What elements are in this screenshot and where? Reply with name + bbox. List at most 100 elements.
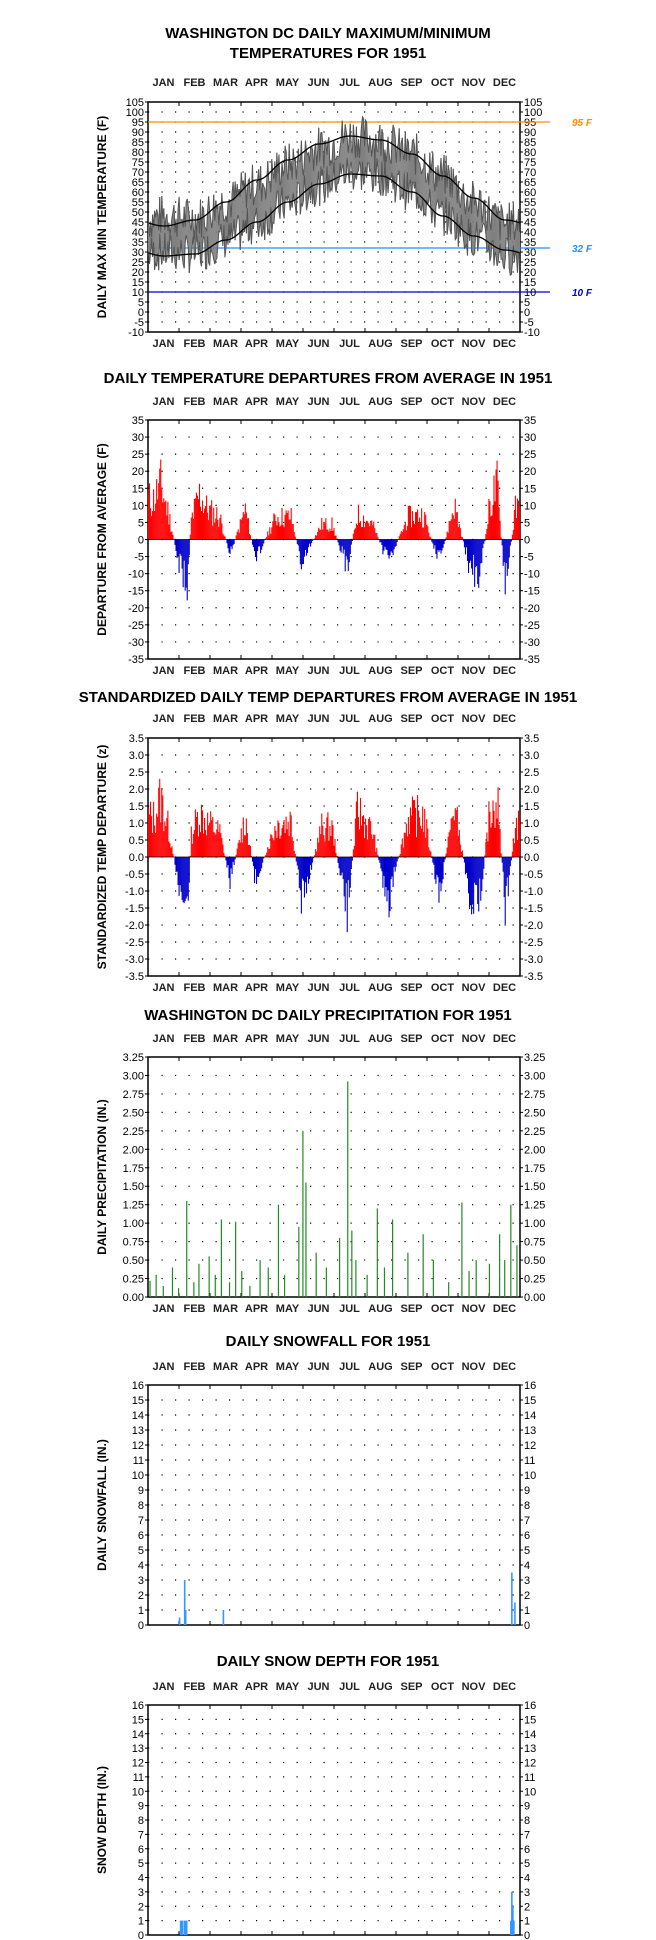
- y-tick-label-right: 2.00: [524, 1144, 545, 1156]
- month-label-bottom: JUN: [307, 665, 329, 677]
- y-tick-label-left: -35: [128, 654, 144, 666]
- month-label-bottom: SEP: [400, 665, 422, 677]
- y-tick-label-left: 0: [138, 1930, 144, 1940]
- y-tick-label-left: 20: [132, 466, 144, 478]
- y-tick-label-left: 90: [132, 127, 144, 139]
- y-tick-label-right: 90: [524, 127, 536, 139]
- y-tick-label-right: 6: [524, 1530, 530, 1542]
- plot-frame: [147, 1704, 521, 1936]
- month-label-bottom: SEP: [400, 338, 422, 350]
- y-tick-label-left: 70: [132, 167, 144, 179]
- y-tick-label-left: 15: [132, 277, 144, 289]
- y-tick-label-left: 4: [138, 1873, 144, 1885]
- month-label-top: AUG: [368, 1033, 392, 1045]
- month-label-top: MAY: [276, 1681, 300, 1693]
- y-tick-label-left: 55: [132, 197, 144, 209]
- month-label-bottom: NOV: [462, 665, 487, 677]
- y-tick-label-right: 45: [524, 217, 536, 229]
- y-tick-label-left: 45: [132, 217, 144, 229]
- month-label-top: FEB: [184, 713, 206, 725]
- month-label-top: JUL: [339, 713, 360, 725]
- month-label-top: NOV: [462, 77, 487, 89]
- y-tick-label-left: 3.25: [123, 1052, 144, 1064]
- y-tick-label-right: 30: [524, 432, 536, 444]
- month-label-top: FEB: [184, 396, 206, 408]
- y-tick-label-right: 3.00: [524, 1070, 545, 1082]
- y-tick-label-right: 2: [524, 1590, 530, 1602]
- y-tick-label-left: 6: [138, 1844, 144, 1856]
- month-label-top: MAR: [213, 1033, 238, 1045]
- reference-line-label: 95 F: [572, 118, 593, 129]
- y-tick-label-left: 2.0: [129, 784, 144, 796]
- month-label-top: DEC: [493, 713, 516, 725]
- y-tick-label-right: -5: [524, 317, 534, 329]
- y-tick-label-left: 100: [126, 107, 144, 119]
- y-tick-label-right: 0.75: [524, 1237, 545, 1249]
- month-label-top: DEC: [493, 396, 516, 408]
- y-tick-label-left: 3: [138, 1887, 144, 1899]
- month-label-top: SEP: [400, 1033, 422, 1045]
- month-label-bottom: FEB: [184, 982, 206, 994]
- y-tick-label-right: 0: [524, 535, 530, 547]
- y-tick-label-left: -20: [128, 603, 144, 615]
- month-label-top: NOV: [462, 396, 487, 408]
- y-tick-label-right: 65: [524, 177, 536, 189]
- y-tick-label-right: 1.50: [524, 1181, 545, 1193]
- month-label-top: OCT: [431, 77, 455, 89]
- y-tick-label-left: 35: [132, 237, 144, 249]
- y-tick-label-right: 0.00: [524, 1292, 545, 1304]
- month-label-bottom: APR: [245, 1303, 268, 1315]
- month-label-top: APR: [245, 1361, 268, 1373]
- y-tick-label-left: -25: [128, 620, 144, 632]
- y-tick-label-right: -1.0: [524, 886, 543, 898]
- y-tick-label-left: 2.00: [123, 1144, 144, 1156]
- y-tick-label-left: -5: [134, 552, 144, 564]
- month-label-bottom: MAR: [213, 1303, 238, 1315]
- y-tick-label-right: -10: [524, 327, 540, 339]
- y-tick-label-right: 25: [524, 449, 536, 461]
- y-tick-label-right: 16: [524, 1380, 536, 1392]
- y-tick-label-right: 95: [524, 117, 536, 129]
- month-label-top: JUL: [339, 1361, 360, 1373]
- y-tick-label-right: 2: [524, 1901, 530, 1913]
- y-tick-label-left: 0.25: [123, 1274, 144, 1286]
- month-label-bottom: MAR: [213, 338, 238, 350]
- y-axis-label: DAILY MAX MIN TEMPERATURE (F): [95, 116, 109, 318]
- y-tick-label-left: 7: [138, 1829, 144, 1841]
- month-label-bottom: APR: [245, 338, 268, 350]
- month-label-top: JUN: [307, 396, 329, 408]
- y-tick-label-right: -0.5: [524, 869, 543, 881]
- month-label-bottom: JAN: [152, 665, 174, 677]
- y-tick-label-left: 15: [132, 1714, 144, 1726]
- y-tick-label-left: -1.0: [125, 886, 144, 898]
- month-label-top: MAR: [213, 1681, 238, 1693]
- month-label-top: MAY: [276, 1361, 300, 1373]
- y-tick-label-left: 0: [138, 1620, 144, 1632]
- y-tick-label-right: 10: [524, 1786, 536, 1798]
- month-label-bottom: MAR: [213, 982, 238, 994]
- chart-title: WASHINGTON DC DAILY MAXIMUM/MINIMUM: [165, 25, 491, 42]
- month-label-top: AUG: [368, 77, 392, 89]
- y-tick-label-left: 60: [132, 187, 144, 199]
- chart-subtitle: TEMPERATURES FOR 1951: [230, 45, 426, 62]
- y-tick-label-right: 1: [524, 1605, 530, 1617]
- month-label-top: APR: [245, 396, 268, 408]
- month-label-top: OCT: [431, 396, 455, 408]
- y-tick-label-left: 1.00: [123, 1218, 144, 1230]
- month-label-bottom: NOV: [462, 338, 487, 350]
- y-tick-label-left: 3.5: [129, 733, 144, 745]
- y-tick-label-right: 1.0: [524, 818, 539, 830]
- y-tick-label-left: 105: [126, 97, 144, 109]
- y-tick-label-right: 2.0: [524, 784, 539, 796]
- y-tick-label-left: 30: [132, 247, 144, 259]
- y-tick-label-left: 80: [132, 147, 144, 159]
- month-label-top: APR: [245, 713, 268, 725]
- y-axis-label: SNOW DEPTH (IN.): [95, 1766, 109, 1874]
- chart-departures: DAILY TEMPERATURE DEPARTURES FROM AVERAG…: [95, 370, 552, 677]
- month-label-top: JUL: [339, 1033, 360, 1045]
- month-label-bottom: FEB: [184, 1303, 206, 1315]
- y-tick-label-left: 1: [138, 1605, 144, 1617]
- y-tick-label-right: 14: [524, 1410, 536, 1422]
- month-label-top: MAR: [213, 713, 238, 725]
- y-tick-label-left: 85: [132, 137, 144, 149]
